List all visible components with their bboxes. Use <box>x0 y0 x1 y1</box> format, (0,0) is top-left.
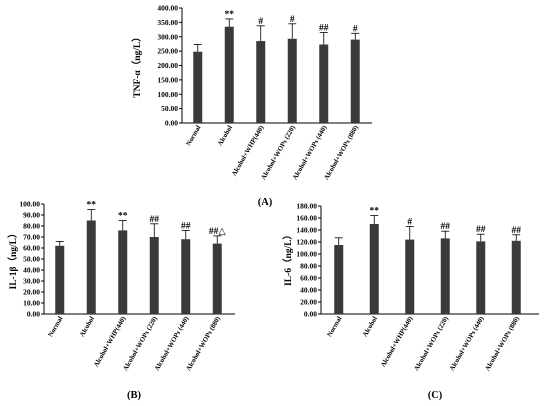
y-tick-label: 20.00 <box>23 288 40 297</box>
x-tick-label: Alcohol <box>79 315 96 338</box>
significance-label-5: ## <box>319 23 329 33</box>
bar-2 <box>224 26 234 123</box>
bar-6 <box>350 39 360 123</box>
chart-panel-3: 0.00 20.00 40.00 60.00 80.00 100.00 120.00 140.… <box>282 202 539 401</box>
y-tick-label: 0.00 <box>304 310 317 319</box>
x-tick-label: Alcohol+WOPs (220) <box>413 316 450 373</box>
y-axis-label: IL-1β（ng/L） <box>7 229 19 290</box>
y-tick-label: 120.00 <box>296 238 317 247</box>
y-tick-label: 100.00 <box>296 250 317 259</box>
y-tick-label: 30.00 <box>23 277 40 286</box>
significance-label-5: ## <box>476 225 486 235</box>
y-tick-label: 40.00 <box>23 266 40 275</box>
bar-5 <box>476 241 486 314</box>
x-tick-label: Alcohol+WOPs (440) <box>449 316 486 373</box>
bar-2 <box>369 224 379 314</box>
significance-label-6: # <box>353 24 358 34</box>
x-tick-label: Alcohol+WOPs (220) <box>260 125 297 182</box>
y-tick-label: 100.00 <box>157 90 178 99</box>
panel-label: (A) <box>258 197 273 208</box>
bar-3 <box>118 230 128 314</box>
significance-label-3: # <box>407 217 412 227</box>
x-tick-label: Alcohol+WOPs (220) <box>122 316 159 373</box>
bar-3 <box>256 41 266 123</box>
y-axis-label: TNF-α（ng/L） <box>131 32 143 97</box>
significance-label-4: # <box>290 15 295 25</box>
panel-label: (C) <box>428 390 443 401</box>
y-tick-label: 60.00 <box>23 244 40 253</box>
x-tick-label: Alcohol <box>217 124 234 147</box>
chart-panel-1: 0.00 50.00 100.00 150.00 200.00 250.00 300.00 3… <box>131 4 372 208</box>
x-tick-label: Alcohol+WOPs (440) <box>154 316 191 373</box>
y-tick-label: 80.00 <box>23 222 40 231</box>
significance-label-6: ##△ <box>209 227 227 237</box>
y-tick-label: 100.00 <box>19 200 40 209</box>
y-axis-label: IL-6（ng/L） <box>282 230 294 286</box>
y-tick-label: 200.00 <box>157 61 178 70</box>
y-tick-label: 350.00 <box>157 18 178 27</box>
x-tick-label: Normal <box>47 315 64 338</box>
y-tick-label: 50.00 <box>23 255 40 264</box>
bar-5 <box>319 44 329 124</box>
x-tick-label: Alcohol+WHP(440) <box>93 316 128 369</box>
significance-label-3: ** <box>118 212 128 222</box>
x-tick-label: Normal <box>185 124 202 147</box>
bar-6 <box>511 240 521 314</box>
y-tick-label: 90.00 <box>23 211 40 220</box>
bar-1 <box>193 51 203 124</box>
y-tick-label: 160.00 <box>296 214 317 223</box>
bar-4 <box>287 38 297 124</box>
y-tick-label: 70.00 <box>23 233 40 242</box>
y-tick-label: 150.00 <box>157 75 178 84</box>
y-tick-label: 60.00 <box>300 274 317 283</box>
y-tick-label: 20.00 <box>300 298 317 307</box>
x-tick-label: Normal <box>326 315 343 338</box>
significance-label-5: ## <box>181 221 191 231</box>
significance-label-2: ** <box>225 10 235 20</box>
y-tick-label: 0.00 <box>165 119 178 128</box>
chart-panel-2: 0.00 10.00 20.00 30.00 40.00 50.00 60.00 70.00 8… <box>7 200 235 401</box>
bar-5 <box>181 239 191 314</box>
bar-4 <box>440 238 450 314</box>
y-tick-label: 250.00 <box>157 47 178 56</box>
panel-label: (B) <box>127 390 142 401</box>
significance-label-6: ## <box>512 226 522 236</box>
y-tick-label: 300.00 <box>157 32 178 41</box>
y-tick-label: 400.00 <box>157 4 178 13</box>
y-tick-label: 180.00 <box>296 202 317 211</box>
bar-2 <box>86 220 96 314</box>
bar-1 <box>334 245 344 314</box>
bar-1 <box>55 245 65 314</box>
x-tick-label: Alcohol+WOPs (880) <box>185 316 222 373</box>
y-tick-label: 40.00 <box>300 286 317 295</box>
x-tick-label: Alcohol+WOPs (880) <box>323 125 360 182</box>
significance-label-4: ## <box>441 222 451 232</box>
significance-label-4: ## <box>150 215 160 225</box>
bar-4 <box>149 237 159 314</box>
y-tick-label: 0.00 <box>27 310 40 319</box>
significance-label-3: # <box>258 17 263 27</box>
y-tick-label: 140.00 <box>296 226 317 235</box>
x-tick-label: Alcohol+WHP(440) <box>231 125 266 178</box>
significance-label-2: ** <box>87 201 97 211</box>
x-tick-label: Alcohol <box>362 315 379 338</box>
bar-3 <box>405 239 415 314</box>
x-tick-label: Alcohol+WOPs (880) <box>484 316 521 373</box>
y-tick-label: 50.00 <box>161 104 178 113</box>
significance-label-2: ** <box>370 207 380 217</box>
y-tick-label: 10.00 <box>23 299 40 308</box>
x-tick-label: Alcohol+WHP(440) <box>380 316 415 369</box>
bar-6 <box>212 243 222 314</box>
y-tick-label: 80.00 <box>300 262 317 271</box>
x-tick-label: Alcohol+WOPs (440) <box>292 125 329 182</box>
